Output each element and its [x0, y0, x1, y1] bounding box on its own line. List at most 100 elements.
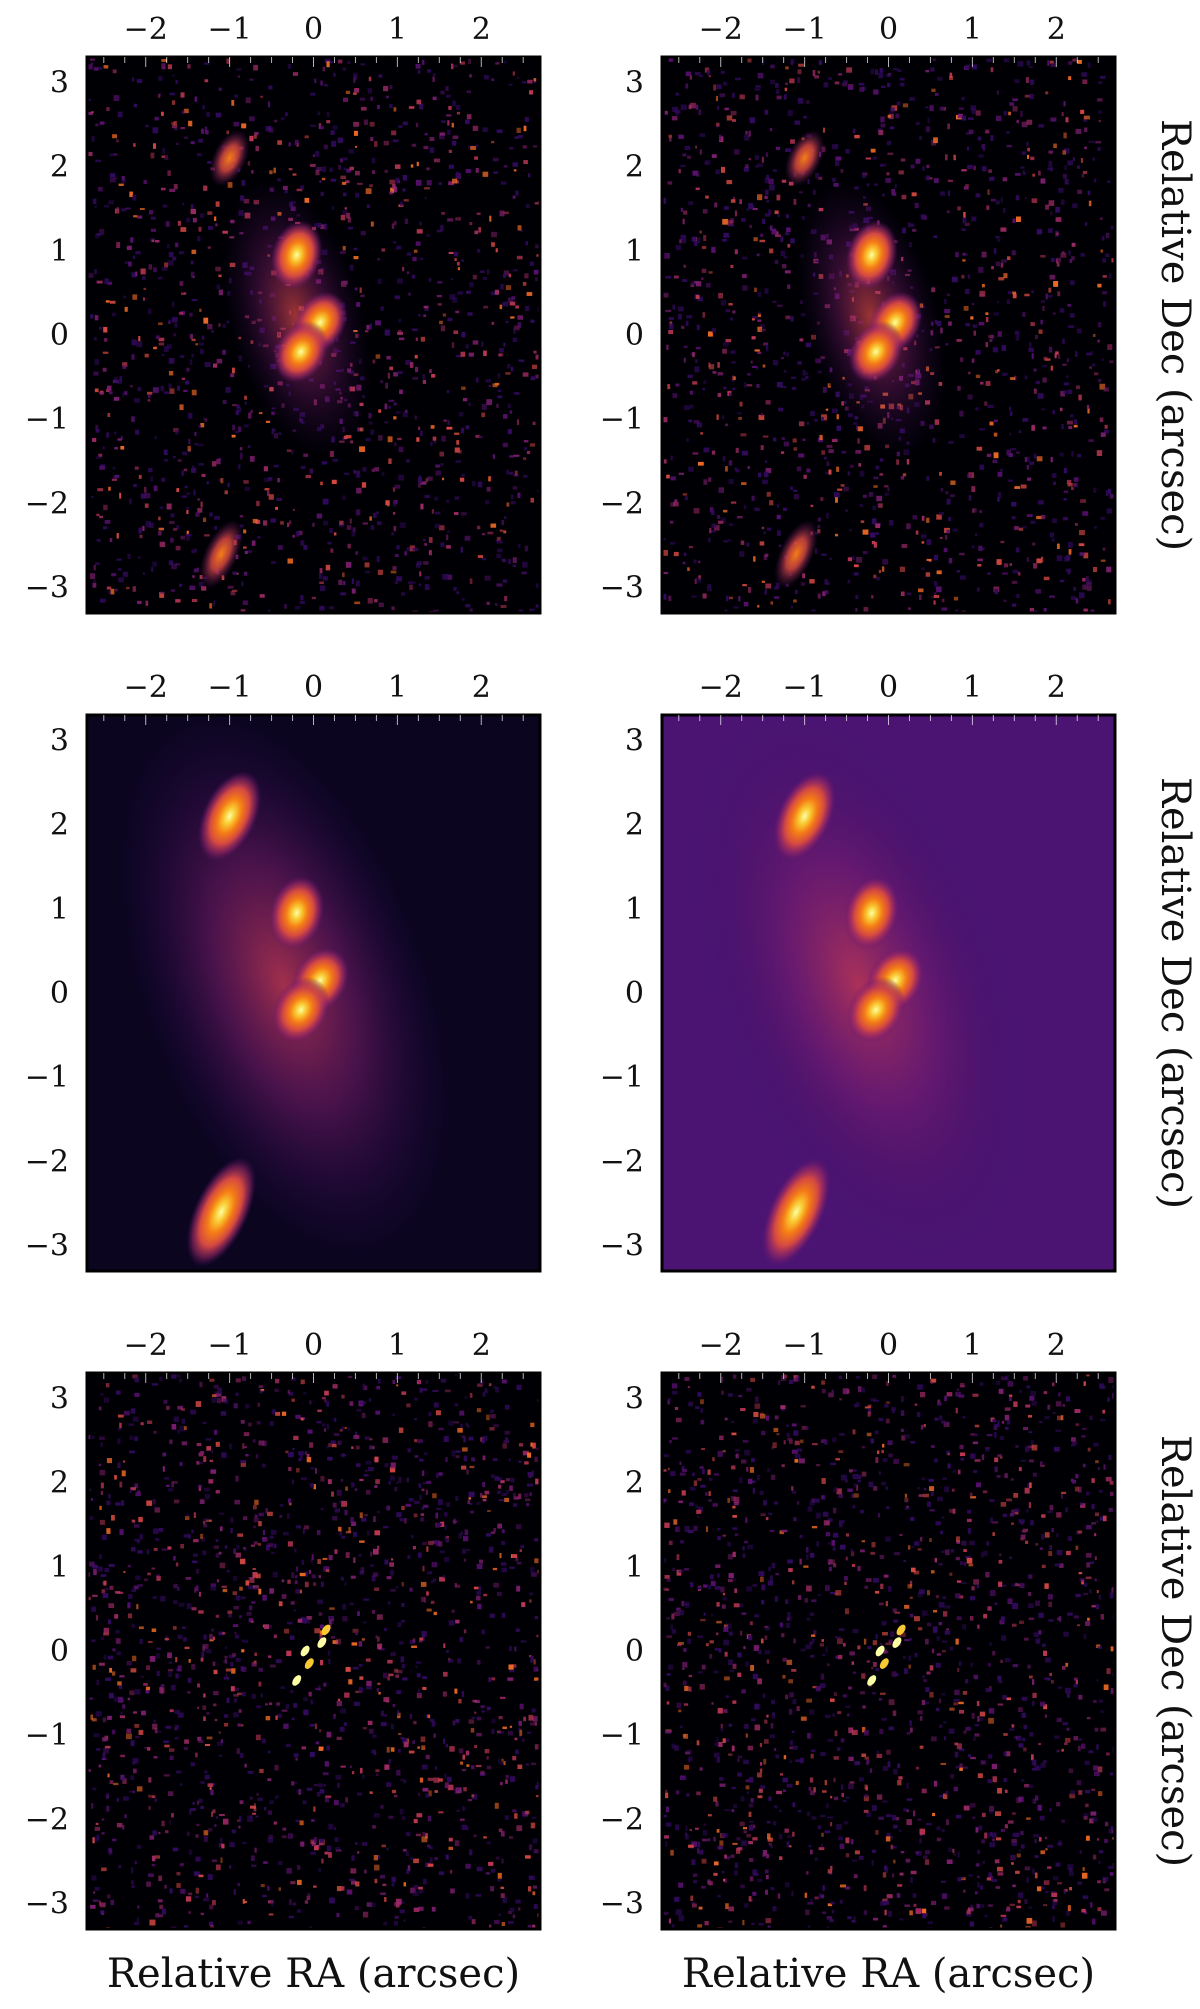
source-south-arc: [199, 519, 244, 589]
y-tick-label: 1: [50, 892, 69, 927]
x-tick-label: 1: [963, 12, 982, 47]
x-axis-title: Relative RA (arcsec): [107, 1951, 520, 1997]
x-tick-label: 1: [388, 12, 407, 47]
x-tick-label: −1: [782, 1328, 826, 1363]
y-tick-label: 3: [50, 723, 69, 758]
y-tick-label: 2: [50, 150, 69, 185]
image-area: [662, 1373, 1115, 1929]
x-tick-label: 1: [388, 670, 407, 705]
source-north-arc: [784, 129, 825, 187]
x-tick-label: −2: [124, 670, 168, 705]
y-tick-label: −1: [600, 1718, 644, 1753]
x-tick-label: 0: [879, 12, 898, 47]
y-tick-label: 0: [625, 318, 644, 353]
x-axis-title: Relative RA (arcsec): [682, 1951, 1095, 1997]
panel-r1c2: −2 −1 0 1 2 3 2 1 0 −1 −2 −3 Relative Dec (arcsec): [600, 12, 1198, 615]
x-tick-label: −2: [699, 1328, 743, 1363]
y-tick-label: 3: [50, 65, 69, 100]
y-tick-label: −2: [600, 1802, 644, 1837]
x-tick-label: −1: [207, 670, 251, 705]
x-tick-label: 2: [1047, 1328, 1066, 1363]
y-tick-label: 3: [625, 1381, 644, 1416]
x-tick-label: −1: [207, 12, 251, 47]
y-tick-label: −2: [600, 486, 644, 521]
source-core-west: [273, 320, 329, 383]
noise-field: [662, 1373, 1115, 1929]
y-tick-label: −1: [25, 1060, 69, 1095]
x-tick-label: 2: [472, 670, 491, 705]
y-tick-label: 3: [625, 723, 644, 758]
y-tick-label: 2: [625, 1466, 644, 1501]
y-tick-label: 0: [50, 318, 69, 353]
source-upper-knot: [844, 876, 900, 950]
y-tick-label: 1: [625, 892, 644, 927]
y-axis-title: Relative Dec (arcsec): [1152, 119, 1198, 551]
y-tick-label: −3: [600, 571, 644, 606]
x-tick-label: 2: [1047, 12, 1066, 47]
y-tick-label: 1: [50, 234, 69, 269]
image-area: [87, 57, 540, 613]
residual-knot: [892, 1637, 902, 1648]
x-tick-label: −2: [699, 670, 743, 705]
source-core-west: [848, 320, 904, 383]
x-tick-label: −1: [782, 12, 826, 47]
x-tick-label: 1: [963, 1328, 982, 1363]
x-tick-label: 0: [879, 1328, 898, 1363]
y-tick-label: 3: [625, 65, 644, 100]
y-tick-label: 0: [50, 976, 69, 1011]
source-core-west: [846, 976, 905, 1043]
x-tick-label: −2: [124, 1328, 168, 1363]
y-tick-label: −3: [600, 1887, 644, 1922]
x-tick-label: 0: [304, 670, 323, 705]
image-area: [87, 715, 540, 1271]
source-south-arc: [774, 519, 819, 589]
y-tick-label: −1: [600, 402, 644, 437]
y-axis-title: Relative Dec (arcsec): [1152, 777, 1198, 1209]
y-tick-label: 2: [625, 150, 644, 185]
x-tick-label: 2: [1047, 670, 1066, 705]
y-tick-label: 1: [625, 234, 644, 269]
y-tick-label: 0: [625, 1634, 644, 1669]
residual-knot: [896, 1624, 906, 1636]
source-core-west: [271, 976, 330, 1043]
y-tick-label: −3: [600, 1229, 644, 1264]
y-tick-label: 2: [50, 808, 69, 843]
x-tick-label: 0: [304, 1328, 323, 1363]
y-tick-label: −2: [25, 1802, 69, 1837]
x-tick-label: −2: [124, 12, 168, 47]
y-tick-label: −2: [600, 1144, 644, 1179]
image-area: [662, 57, 1115, 613]
image-area: [87, 1373, 540, 1929]
y-tick-label: −1: [25, 1718, 69, 1753]
residual-knot: [879, 1658, 889, 1669]
x-tick-label: −2: [699, 12, 743, 47]
x-tick-label: 2: [472, 1328, 491, 1363]
residual-knot: [867, 1675, 877, 1686]
residual-knot: [317, 1637, 327, 1648]
noise-field: [87, 1373, 540, 1929]
y-tick-label: −1: [600, 1060, 644, 1095]
y-tick-label: 1: [50, 1550, 69, 1585]
y-tick-label: −2: [25, 486, 69, 521]
y-tick-label: 0: [50, 1634, 69, 1669]
y-tick-label: 3: [50, 1381, 69, 1416]
panel-r2c2: −2 −1 0 1 2 3 2 1 0 −1 −2 −3 Relative Dec (arcsec): [600, 670, 1198, 1273]
source-north-arc: [209, 129, 250, 187]
y-tick-label: −2: [25, 1144, 69, 1179]
y-tick-label: −3: [25, 1229, 69, 1264]
x-tick-label: 0: [304, 12, 323, 47]
source-south-arc: [761, 1157, 832, 1267]
residual-knot: [304, 1658, 314, 1669]
x-tick-label: 1: [963, 670, 982, 705]
x-tick-label: 1: [388, 1328, 407, 1363]
y-axis-title: Relative Dec (arcsec): [1152, 1435, 1198, 1867]
residual-knot: [300, 1645, 310, 1657]
residual-knot: [292, 1675, 302, 1686]
y-tick-label: 2: [50, 1466, 69, 1501]
source-upper-knot: [270, 220, 323, 290]
y-tick-label: 1: [625, 1550, 644, 1585]
source-north-arc: [197, 770, 262, 862]
y-tick-label: 0: [625, 976, 644, 1011]
residual-knot: [321, 1624, 331, 1636]
source-north-arc: [772, 770, 837, 862]
